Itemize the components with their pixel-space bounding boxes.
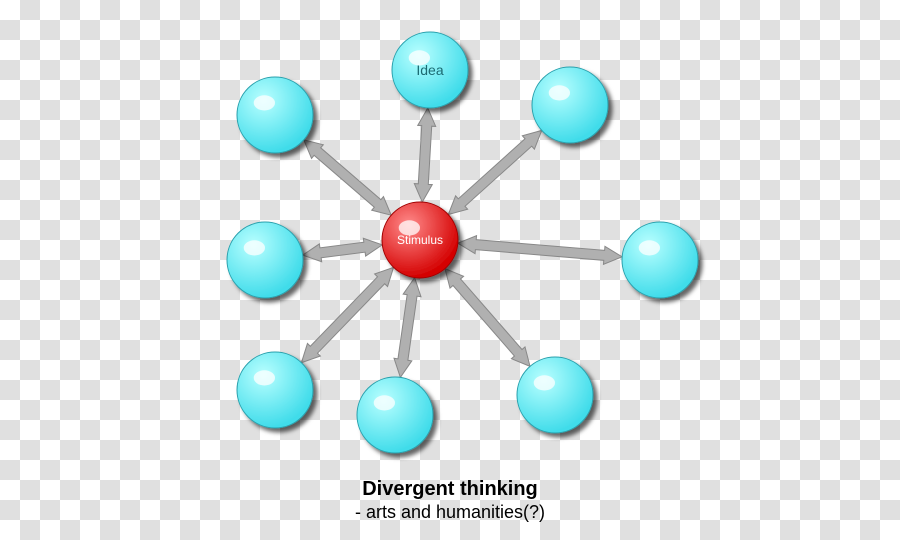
outer-node-4 [357, 377, 433, 453]
center-node: Stimulus [382, 202, 458, 278]
arrow [458, 236, 622, 265]
arrow [414, 108, 435, 202]
divergent-thinking-diagram: Idea Stimulus [0, 0, 900, 540]
outer-node-5 [237, 352, 313, 428]
outer-node-6 [227, 222, 303, 298]
arrow [448, 130, 542, 214]
outer-node-2 [622, 222, 698, 298]
arrow [394, 278, 421, 378]
caption-title: Divergent thinking [0, 478, 900, 501]
arrow [301, 267, 393, 362]
caption-subtitle: - arts and humanities(?) [0, 502, 900, 523]
arrow [445, 269, 530, 367]
arrow [303, 238, 383, 262]
arrows-layer [301, 108, 622, 377]
outer-node-7 [237, 77, 313, 153]
arrow [304, 140, 391, 215]
node-label: Idea [416, 62, 443, 78]
center-node-layer: Stimulus [382, 202, 458, 278]
outer-node-1 [532, 67, 608, 143]
node-label: Stimulus [397, 233, 443, 247]
outer-node-0: Idea [392, 32, 468, 108]
outer-node-3 [517, 357, 593, 433]
